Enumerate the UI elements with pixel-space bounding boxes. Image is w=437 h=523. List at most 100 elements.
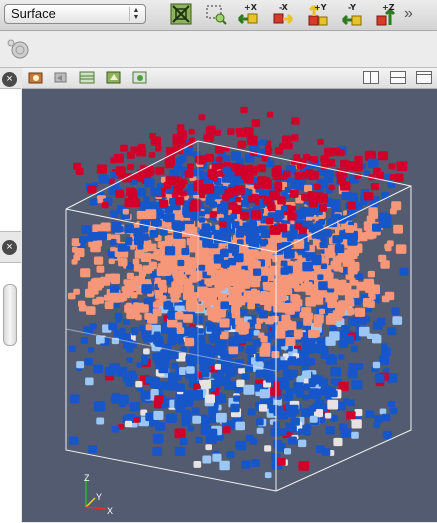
voxel <box>141 354 149 362</box>
voxel <box>168 350 179 360</box>
view-minus-y-button[interactable]: -Y <box>340 2 364 28</box>
voxel <box>241 460 251 469</box>
voxel <box>165 176 175 185</box>
voxel <box>240 165 249 173</box>
voxel <box>342 259 352 267</box>
voxel <box>164 156 176 166</box>
voxel <box>93 364 104 374</box>
split-horizontal-button[interactable] <box>363 71 379 84</box>
voxel <box>121 286 128 292</box>
voxel <box>294 333 302 340</box>
voxel <box>199 361 211 372</box>
camera-link-icon[interactable] <box>106 70 122 85</box>
voxel <box>114 312 123 320</box>
voxel-cloud <box>68 106 409 479</box>
voxel <box>355 273 363 280</box>
voxel <box>203 134 211 141</box>
voxel <box>122 208 129 215</box>
spreadsheet-icon[interactable] <box>79 70 95 85</box>
voxel <box>381 343 388 350</box>
voxel <box>255 369 265 378</box>
voxel <box>288 436 297 445</box>
voxel <box>220 259 230 268</box>
voxel <box>311 254 322 264</box>
voxel <box>194 180 201 186</box>
voxel <box>159 295 167 302</box>
voxel <box>329 331 340 341</box>
view-plus-y-button[interactable]: +Y <box>306 2 330 28</box>
voxel <box>228 345 239 355</box>
voxel <box>184 337 195 347</box>
capture-view-icon[interactable] <box>28 70 44 85</box>
voxel <box>301 307 312 317</box>
voxel <box>319 308 325 315</box>
voxel <box>378 151 389 161</box>
3d-scene[interactable]: Z Y X <box>22 89 437 522</box>
voxel <box>318 281 329 291</box>
voxel <box>301 206 312 216</box>
voxel <box>90 283 99 291</box>
view-plus-x-label: +X <box>244 3 257 12</box>
voxel <box>284 282 293 289</box>
voxel <box>151 188 162 197</box>
voxel <box>325 385 332 392</box>
voxel <box>327 218 338 228</box>
voxel <box>235 196 242 203</box>
voxel <box>174 335 184 344</box>
voxel <box>336 401 346 411</box>
voxel <box>351 380 363 390</box>
voxel <box>252 235 262 244</box>
view-plus-z-button[interactable]: +Z <box>374 2 398 28</box>
voxel <box>100 276 111 286</box>
voxel <box>236 345 245 352</box>
x-axis <box>85 506 107 510</box>
voxel <box>390 174 397 180</box>
voxel <box>264 360 273 368</box>
vertical-scrollbar[interactable] <box>3 284 17 346</box>
voxel <box>227 128 235 135</box>
voxel <box>159 199 169 208</box>
voxel <box>369 284 380 295</box>
voxel <box>153 410 164 420</box>
representation-select[interactable]: Surface ▲ ▼ <box>4 4 146 24</box>
view-minus-x-button[interactable]: -X <box>271 2 295 28</box>
selection-icon[interactable] <box>132 70 148 85</box>
voxel <box>68 292 76 300</box>
view-plus-x-button[interactable]: +X <box>236 2 260 28</box>
voxel <box>242 127 254 137</box>
voxel <box>69 394 80 404</box>
voxel <box>240 200 249 208</box>
voxel <box>246 165 258 176</box>
voxel <box>294 299 303 307</box>
maximize-view-button[interactable] <box>416 71 432 84</box>
camera-undo-icon[interactable] <box>53 70 69 85</box>
voxel <box>145 209 157 220</box>
voxel <box>168 256 177 265</box>
voxel <box>274 147 283 155</box>
voxel <box>297 357 306 366</box>
reset-camera-button[interactable] <box>169 2 193 28</box>
voxel <box>264 445 272 452</box>
voxel <box>253 182 261 189</box>
voxel <box>133 264 142 272</box>
voxel <box>133 302 140 308</box>
voxel <box>260 275 268 282</box>
close-icon[interactable]: × <box>2 240 17 255</box>
sphere-source-icon[interactable] <box>6 38 30 60</box>
voxel <box>190 332 197 339</box>
voxel <box>261 155 268 162</box>
voxel <box>343 335 355 345</box>
toolbar-overflow-icon[interactable]: » <box>404 5 413 22</box>
zoom-to-box-button[interactable] <box>204 2 228 28</box>
voxel <box>132 258 140 265</box>
split-vertical-button[interactable] <box>390 71 406 84</box>
voxel <box>188 128 195 135</box>
voxel <box>381 413 391 422</box>
render-view[interactable]: Z Y X <box>22 89 437 522</box>
voxel <box>196 371 204 379</box>
voxel <box>240 106 248 114</box>
close-icon[interactable]: × <box>2 72 17 87</box>
voxel <box>87 185 97 194</box>
voxel <box>96 296 104 304</box>
voxel <box>346 411 356 420</box>
